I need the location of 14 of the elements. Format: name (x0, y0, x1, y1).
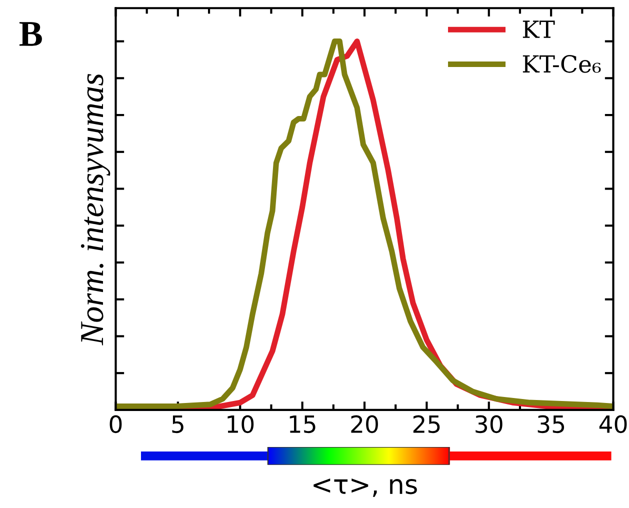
legend-label: KT-Ce₆ (522, 55, 601, 73)
x-tick-label: 40 (599, 415, 627, 434)
x-tick-label: 30 (476, 415, 502, 434)
x-axis-title: <τ>, ns (314, 478, 417, 497)
x-tick-label: 0 (110, 415, 122, 434)
x-tick-label: 10 (228, 415, 254, 434)
text: B (19, 22, 42, 46)
x-tick-label: 15 (290, 416, 316, 434)
legend-label: KT (522, 20, 555, 38)
x-tick-label: 20 (351, 415, 378, 434)
x-tick-label: 5 (172, 416, 184, 434)
x-tick-label: 25 (413, 415, 440, 434)
x-tick-label: 35 (538, 415, 564, 434)
y-axis-title: Norm. intensyvumas (80, 74, 110, 346)
